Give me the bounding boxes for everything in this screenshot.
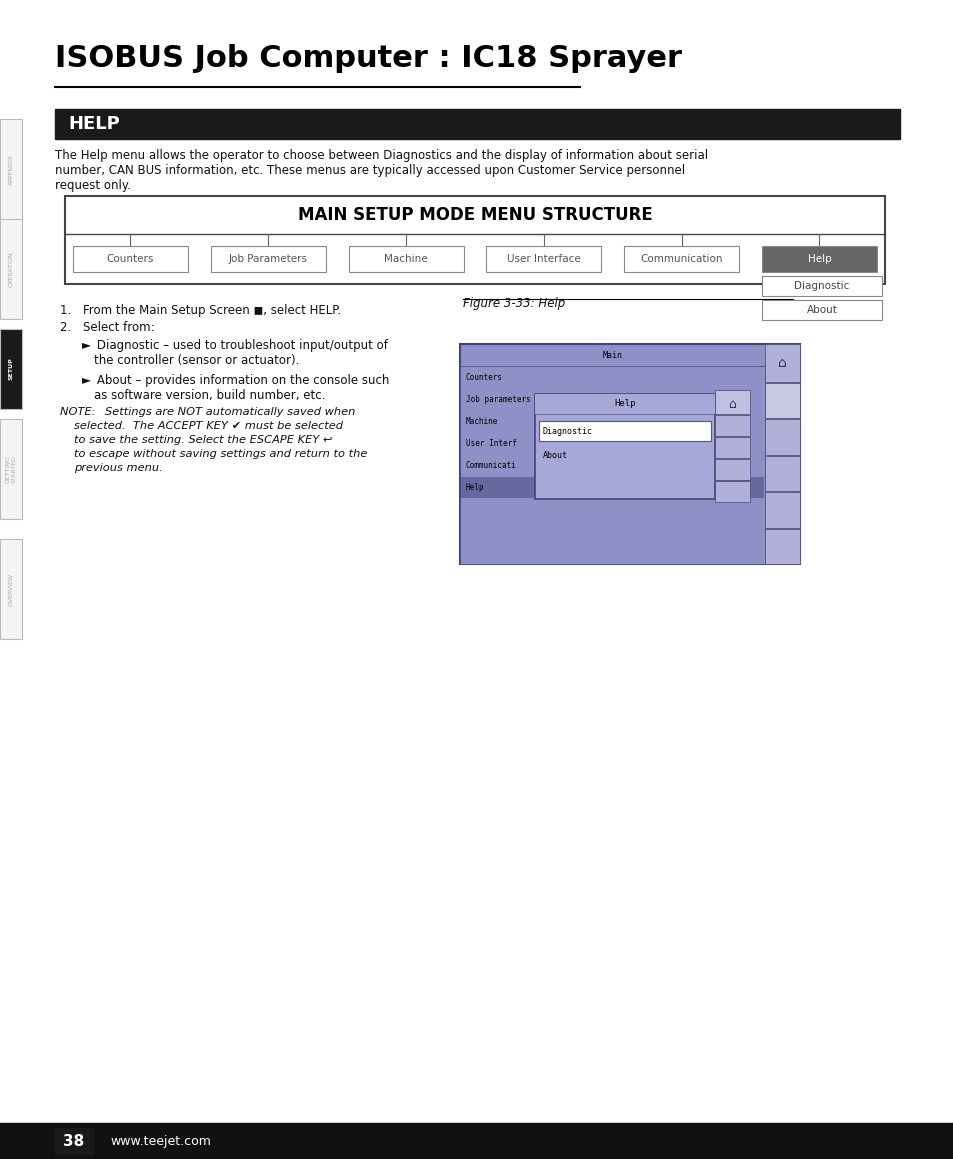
Text: User Interf: User Interf	[465, 438, 517, 447]
Bar	[0, 119, 22, 219]
Bar	[623, 246, 739, 272]
Bar	[0, 420, 22, 519]
Text: Help: Help	[807, 254, 830, 264]
Text: Main: Main	[602, 350, 622, 359]
Bar	[761, 246, 876, 272]
Text: request only.: request only.	[55, 178, 131, 192]
Text: Help: Help	[465, 482, 484, 491]
Bar	[0, 219, 22, 319]
Text: previous menu.: previous menu.	[74, 462, 163, 473]
Bar	[459, 344, 800, 564]
Bar	[714, 481, 749, 502]
Text: ⌂: ⌂	[728, 398, 736, 410]
Text: About: About	[542, 452, 567, 460]
Bar	[0, 539, 22, 639]
Bar	[0, 1123, 953, 1159]
Bar	[0, 329, 22, 409]
Bar	[535, 394, 714, 500]
Bar	[714, 415, 749, 436]
Bar	[486, 246, 600, 272]
Text: to save the setting. Select the ESCAPE KEY ↩: to save the setting. Select the ESCAPE K…	[74, 435, 333, 445]
Text: Communicati: Communicati	[465, 460, 517, 469]
Bar	[460, 411, 763, 432]
Bar	[65, 196, 884, 284]
Text: ► About – provides information on the console such: ► About – provides information on the co…	[82, 374, 389, 387]
Text: Communication: Communication	[639, 254, 722, 264]
Text: www.teejet.com: www.teejet.com	[110, 1135, 211, 1147]
Text: Job parameters: Job parameters	[465, 394, 530, 403]
Text: Figure 3-33: Help: Figure 3-33: Help	[462, 297, 565, 309]
Text: About: About	[805, 305, 837, 315]
Bar	[764, 344, 800, 382]
Text: Diagnostic: Diagnostic	[542, 427, 593, 436]
Bar	[714, 437, 749, 458]
Text: to escape without saving settings and return to the: to escape without saving settings and re…	[74, 449, 367, 459]
Text: Counters: Counters	[107, 254, 154, 264]
Text: MAIN SETUP MODE MENU STRUCTURE: MAIN SETUP MODE MENU STRUCTURE	[297, 206, 652, 224]
Text: Help: Help	[614, 400, 635, 408]
Text: ISOBUS Job Computer : IC18 Sprayer: ISOBUS Job Computer : IC18 Sprayer	[55, 44, 681, 73]
Text: the controller (sensor or actuator).: the controller (sensor or actuator).	[94, 353, 299, 367]
Bar	[764, 382, 800, 418]
Text: Diagnostic: Diagnostic	[794, 280, 849, 291]
Text: User Interface: User Interface	[506, 254, 580, 264]
Bar	[764, 420, 800, 454]
Bar	[460, 367, 763, 388]
Text: OPERATION: OPERATION	[9, 252, 13, 287]
Bar	[55, 1128, 92, 1154]
Bar	[459, 366, 764, 564]
Bar	[764, 493, 800, 527]
Text: The Help menu allows the operator to choose between Diagnostics and the display : The Help menu allows the operator to cho…	[55, 150, 707, 162]
Bar	[714, 459, 749, 480]
Bar	[55, 109, 899, 139]
Text: OVERVIEW: OVERVIEW	[9, 573, 13, 605]
Text: Machine: Machine	[384, 254, 428, 264]
Text: HELP: HELP	[68, 115, 120, 133]
Bar	[764, 529, 800, 564]
Text: APPENDIX: APPENDIX	[9, 153, 13, 184]
Text: selected.  The ACCEPT KEY ✔ must be selected: selected. The ACCEPT KEY ✔ must be selec…	[74, 421, 343, 431]
Text: 1. From the Main Setup Screen ◼, select HELP.: 1. From the Main Setup Screen ◼, select …	[60, 304, 341, 318]
Bar	[73, 246, 188, 272]
Bar	[764, 455, 800, 491]
Bar	[460, 389, 763, 410]
Bar	[459, 344, 764, 366]
Bar	[535, 394, 714, 414]
Bar	[211, 246, 326, 272]
Text: ⌂: ⌂	[778, 356, 786, 370]
Text: GETTING
STARTED: GETTING STARTED	[6, 455, 16, 483]
Text: ► Diagnostic – used to troubleshoot input/output of: ► Diagnostic – used to troubleshoot inpu…	[82, 338, 388, 352]
Bar	[460, 455, 763, 476]
Text: 2. Select from:: 2. Select from:	[60, 321, 154, 334]
Text: Machine: Machine	[465, 416, 497, 425]
Bar	[460, 478, 763, 498]
Text: NOTE:  Settings are NOT automatically saved when: NOTE: Settings are NOT automatically sav…	[60, 407, 355, 417]
Text: as software version, build number, etc.: as software version, build number, etc.	[94, 389, 325, 402]
Text: 38: 38	[63, 1134, 85, 1149]
Bar	[761, 300, 882, 320]
Text: SETUP: SETUP	[9, 358, 13, 380]
Text: number, CAN BUS information, etc. These menus are typically accessed upon Custom: number, CAN BUS information, etc. These …	[55, 165, 684, 177]
Bar	[714, 389, 749, 414]
Bar	[348, 246, 463, 272]
Bar	[460, 433, 763, 454]
Text: Counters: Counters	[465, 372, 502, 381]
Bar	[538, 421, 710, 442]
Bar	[761, 276, 882, 296]
Text: Job Parameters: Job Parameters	[229, 254, 308, 264]
